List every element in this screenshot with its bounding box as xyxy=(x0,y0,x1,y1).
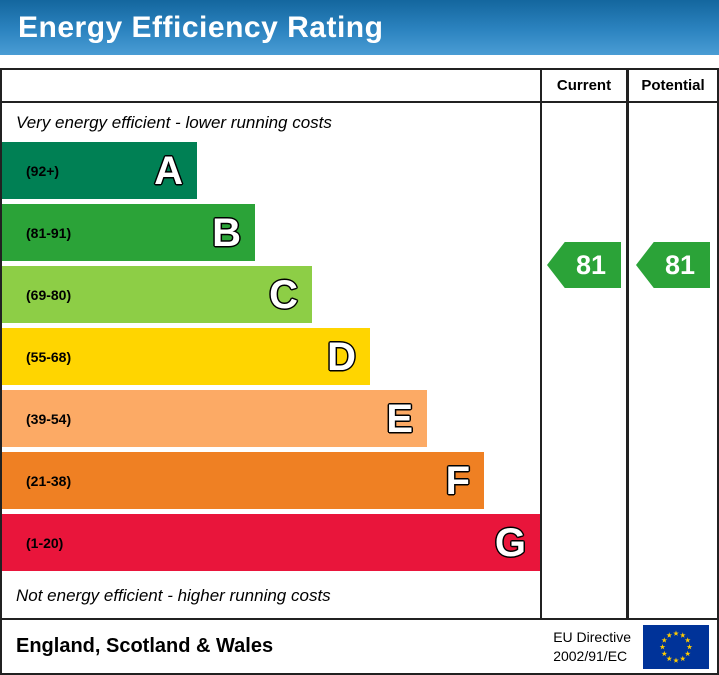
bands-list: (92+) A (81-91) B (69-80) C xyxy=(2,142,540,571)
band-range-label: (39-54) xyxy=(26,410,72,427)
potential-rating-arrow: 81 xyxy=(636,242,710,288)
band-bar-a: (92+) A xyxy=(2,142,197,199)
band-letter: B xyxy=(212,210,241,255)
band-letter: C xyxy=(269,272,298,317)
band-range-label: (21-38) xyxy=(26,472,72,489)
band-range-label: (1-20) xyxy=(26,534,64,551)
band-row-g: (1-20) G xyxy=(2,514,540,571)
eu-directive-label: EU Directive 2002/91/EC xyxy=(553,628,631,666)
band-row-e: (39-54) E xyxy=(2,390,540,447)
band-letter: G xyxy=(494,520,526,565)
band-row-c: (69-80) C xyxy=(2,266,540,323)
top-note: Very energy efficient - lower running co… xyxy=(16,113,332,132)
eu-directive-line2: 2002/91/EC xyxy=(553,647,628,664)
band-row-a: (92+) A xyxy=(2,142,540,199)
band-range-label: (69-80) xyxy=(26,286,72,303)
bottom-note: Not energy efficient - higher running co… xyxy=(16,586,331,605)
band-range-label: (92+) xyxy=(26,162,60,179)
potential-rating-cell: 81 xyxy=(629,103,717,618)
region-label: England, Scotland & Wales xyxy=(16,635,274,657)
band-bar-f: (21-38) F xyxy=(2,452,484,509)
band-letter: A xyxy=(154,148,183,193)
eu-directive-line1: EU Directive xyxy=(553,628,631,645)
band-bar-g: (1-20) G xyxy=(2,514,540,571)
band-row-d: (55-68) D xyxy=(2,328,540,385)
potential-column-header: Potential xyxy=(629,70,717,103)
title-bar: Energy Efficiency Rating xyxy=(0,0,719,55)
footer: England, Scotland & Wales EU Directive 2… xyxy=(2,618,717,673)
current-rating-arrow: 81 xyxy=(547,242,621,288)
bands-area: Very energy efficient - lower running co… xyxy=(2,103,542,618)
page-title: Energy Efficiency Rating xyxy=(18,10,384,44)
eu-flag-icon xyxy=(643,624,709,669)
band-bar-c: (69-80) C xyxy=(2,266,312,323)
chart-grid: Current Potential Very energy efficient … xyxy=(2,70,717,618)
band-bar-e: (39-54) E xyxy=(2,390,427,447)
band-letter: F xyxy=(445,458,470,503)
band-range-label: (55-68) xyxy=(26,348,72,365)
band-letter: E xyxy=(386,396,413,441)
header-spacer xyxy=(2,70,542,103)
band-bar-b: (81-91) B xyxy=(2,204,255,261)
current-column-header: Current xyxy=(542,70,629,103)
chart-box: Current Potential Very energy efficient … xyxy=(0,68,719,675)
band-bar-d: (55-68) D xyxy=(2,328,370,385)
band-letter: D xyxy=(327,334,356,379)
band-range-label: (81-91) xyxy=(26,224,72,241)
band-row-b: (81-91) B xyxy=(2,204,540,261)
current-rating-cell: 81 xyxy=(542,103,629,618)
band-row-f: (21-38) F xyxy=(2,452,540,509)
